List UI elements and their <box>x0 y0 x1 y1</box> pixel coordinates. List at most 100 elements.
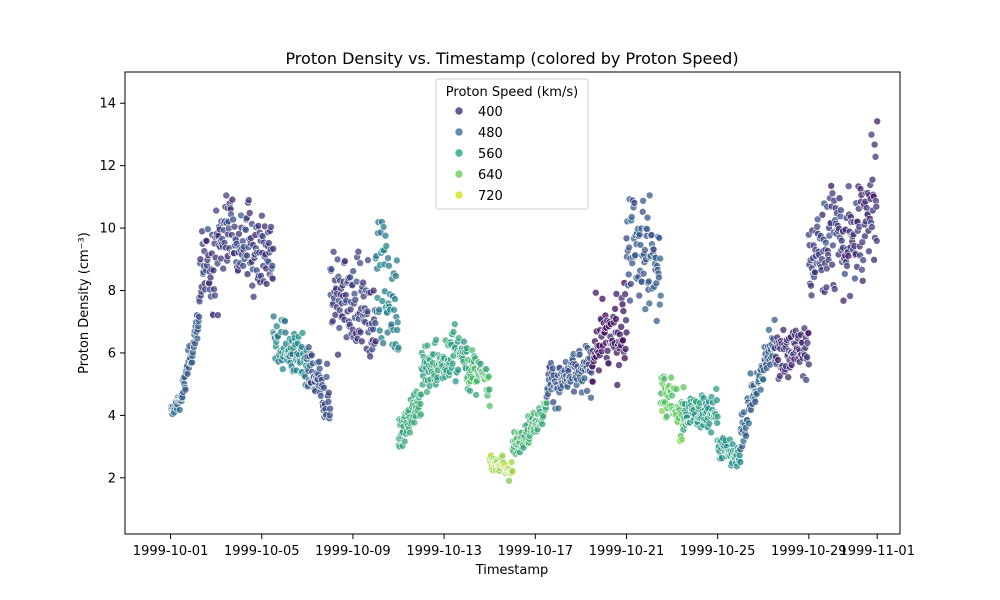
data-point <box>679 383 688 392</box>
legend-title: Proton Speed (km/s) <box>446 85 578 100</box>
x-tick-label: 1999-10-01 <box>133 544 209 559</box>
y-tick-label: 14 <box>99 97 116 112</box>
data-point <box>662 412 671 421</box>
legend-label: 400 <box>478 105 503 120</box>
y-tick-label: 4 <box>108 409 116 424</box>
data-point <box>423 341 432 350</box>
data-point <box>835 194 844 202</box>
data-point <box>326 404 334 413</box>
data-point <box>379 223 388 231</box>
data-point <box>858 276 867 285</box>
data-point <box>341 257 349 265</box>
data-point <box>611 305 619 313</box>
data-point <box>243 270 252 278</box>
data-point <box>181 385 190 394</box>
data-point <box>298 329 307 337</box>
data-point <box>652 317 661 325</box>
data-point <box>243 251 251 260</box>
data-point <box>622 316 630 325</box>
data-point <box>588 377 597 386</box>
legend-marker <box>454 169 464 179</box>
data-point <box>354 247 363 256</box>
data-point <box>375 326 384 335</box>
data-point <box>645 299 654 308</box>
data-point <box>485 385 494 394</box>
data-point <box>829 241 837 250</box>
data-point <box>621 290 630 298</box>
data-point <box>624 270 633 279</box>
data-point <box>865 247 873 256</box>
data-point <box>272 322 281 331</box>
legend-label: 480 <box>478 126 503 141</box>
data-point <box>843 262 851 270</box>
data-point <box>210 285 218 294</box>
data-point <box>505 476 513 485</box>
data-point <box>867 130 876 139</box>
legend-label: 560 <box>478 147 503 162</box>
data-point <box>371 319 380 328</box>
y-axis-title: Proton Density (cm⁻³) <box>77 232 92 374</box>
data-point <box>844 252 853 260</box>
data-point <box>278 365 287 373</box>
data-point <box>206 273 215 282</box>
data-point <box>656 291 665 300</box>
data-point <box>406 428 414 437</box>
data-point <box>770 316 779 324</box>
data-point <box>324 397 333 406</box>
data-point <box>643 225 651 233</box>
data-point <box>476 359 485 368</box>
data-point <box>268 261 277 270</box>
data-point <box>448 359 457 368</box>
data-point <box>612 315 620 323</box>
data-point <box>417 410 425 419</box>
data-point <box>392 256 401 265</box>
data-point <box>451 377 460 386</box>
data-point <box>713 412 722 421</box>
data-point <box>641 246 649 254</box>
data-point <box>381 231 390 240</box>
data-point <box>357 337 366 346</box>
legend-marker <box>454 106 464 116</box>
data-point <box>281 328 290 337</box>
data-point <box>466 387 474 395</box>
data-point <box>803 353 811 361</box>
data-point <box>385 261 393 270</box>
data-point <box>765 325 773 334</box>
data-point <box>630 199 639 207</box>
data-point <box>384 254 392 262</box>
data-point <box>392 272 400 280</box>
data-point <box>638 208 647 216</box>
data-point <box>382 242 391 250</box>
data-point <box>175 405 184 414</box>
x-tick-label: 1999-10-05 <box>224 544 300 559</box>
data-point <box>242 226 250 234</box>
data-point <box>839 296 848 305</box>
data-point <box>334 350 342 359</box>
data-point <box>870 140 879 149</box>
data-point <box>583 387 591 395</box>
data-point <box>618 300 627 309</box>
data-point <box>713 419 722 427</box>
data-point <box>628 259 637 268</box>
chart-title: Proton Density vs. Timestamp (colored by… <box>285 49 738 68</box>
data-point <box>873 117 882 126</box>
data-point <box>617 322 626 331</box>
data-point <box>626 296 634 305</box>
x-axis-title: Timestamp <box>475 563 549 578</box>
data-point <box>245 196 253 204</box>
data-point <box>870 255 878 264</box>
data-point <box>631 251 640 259</box>
data-point <box>204 225 212 233</box>
data-point <box>746 369 755 378</box>
data-point <box>304 343 313 352</box>
data-point <box>183 369 192 378</box>
data-point <box>827 182 836 190</box>
data-point <box>307 351 316 360</box>
data-point <box>612 290 621 298</box>
data-point <box>214 311 222 319</box>
x-tick-label: 1999-10-09 <box>315 544 391 559</box>
data-point <box>333 255 342 264</box>
legend-marker <box>454 148 464 158</box>
data-point <box>802 375 811 384</box>
